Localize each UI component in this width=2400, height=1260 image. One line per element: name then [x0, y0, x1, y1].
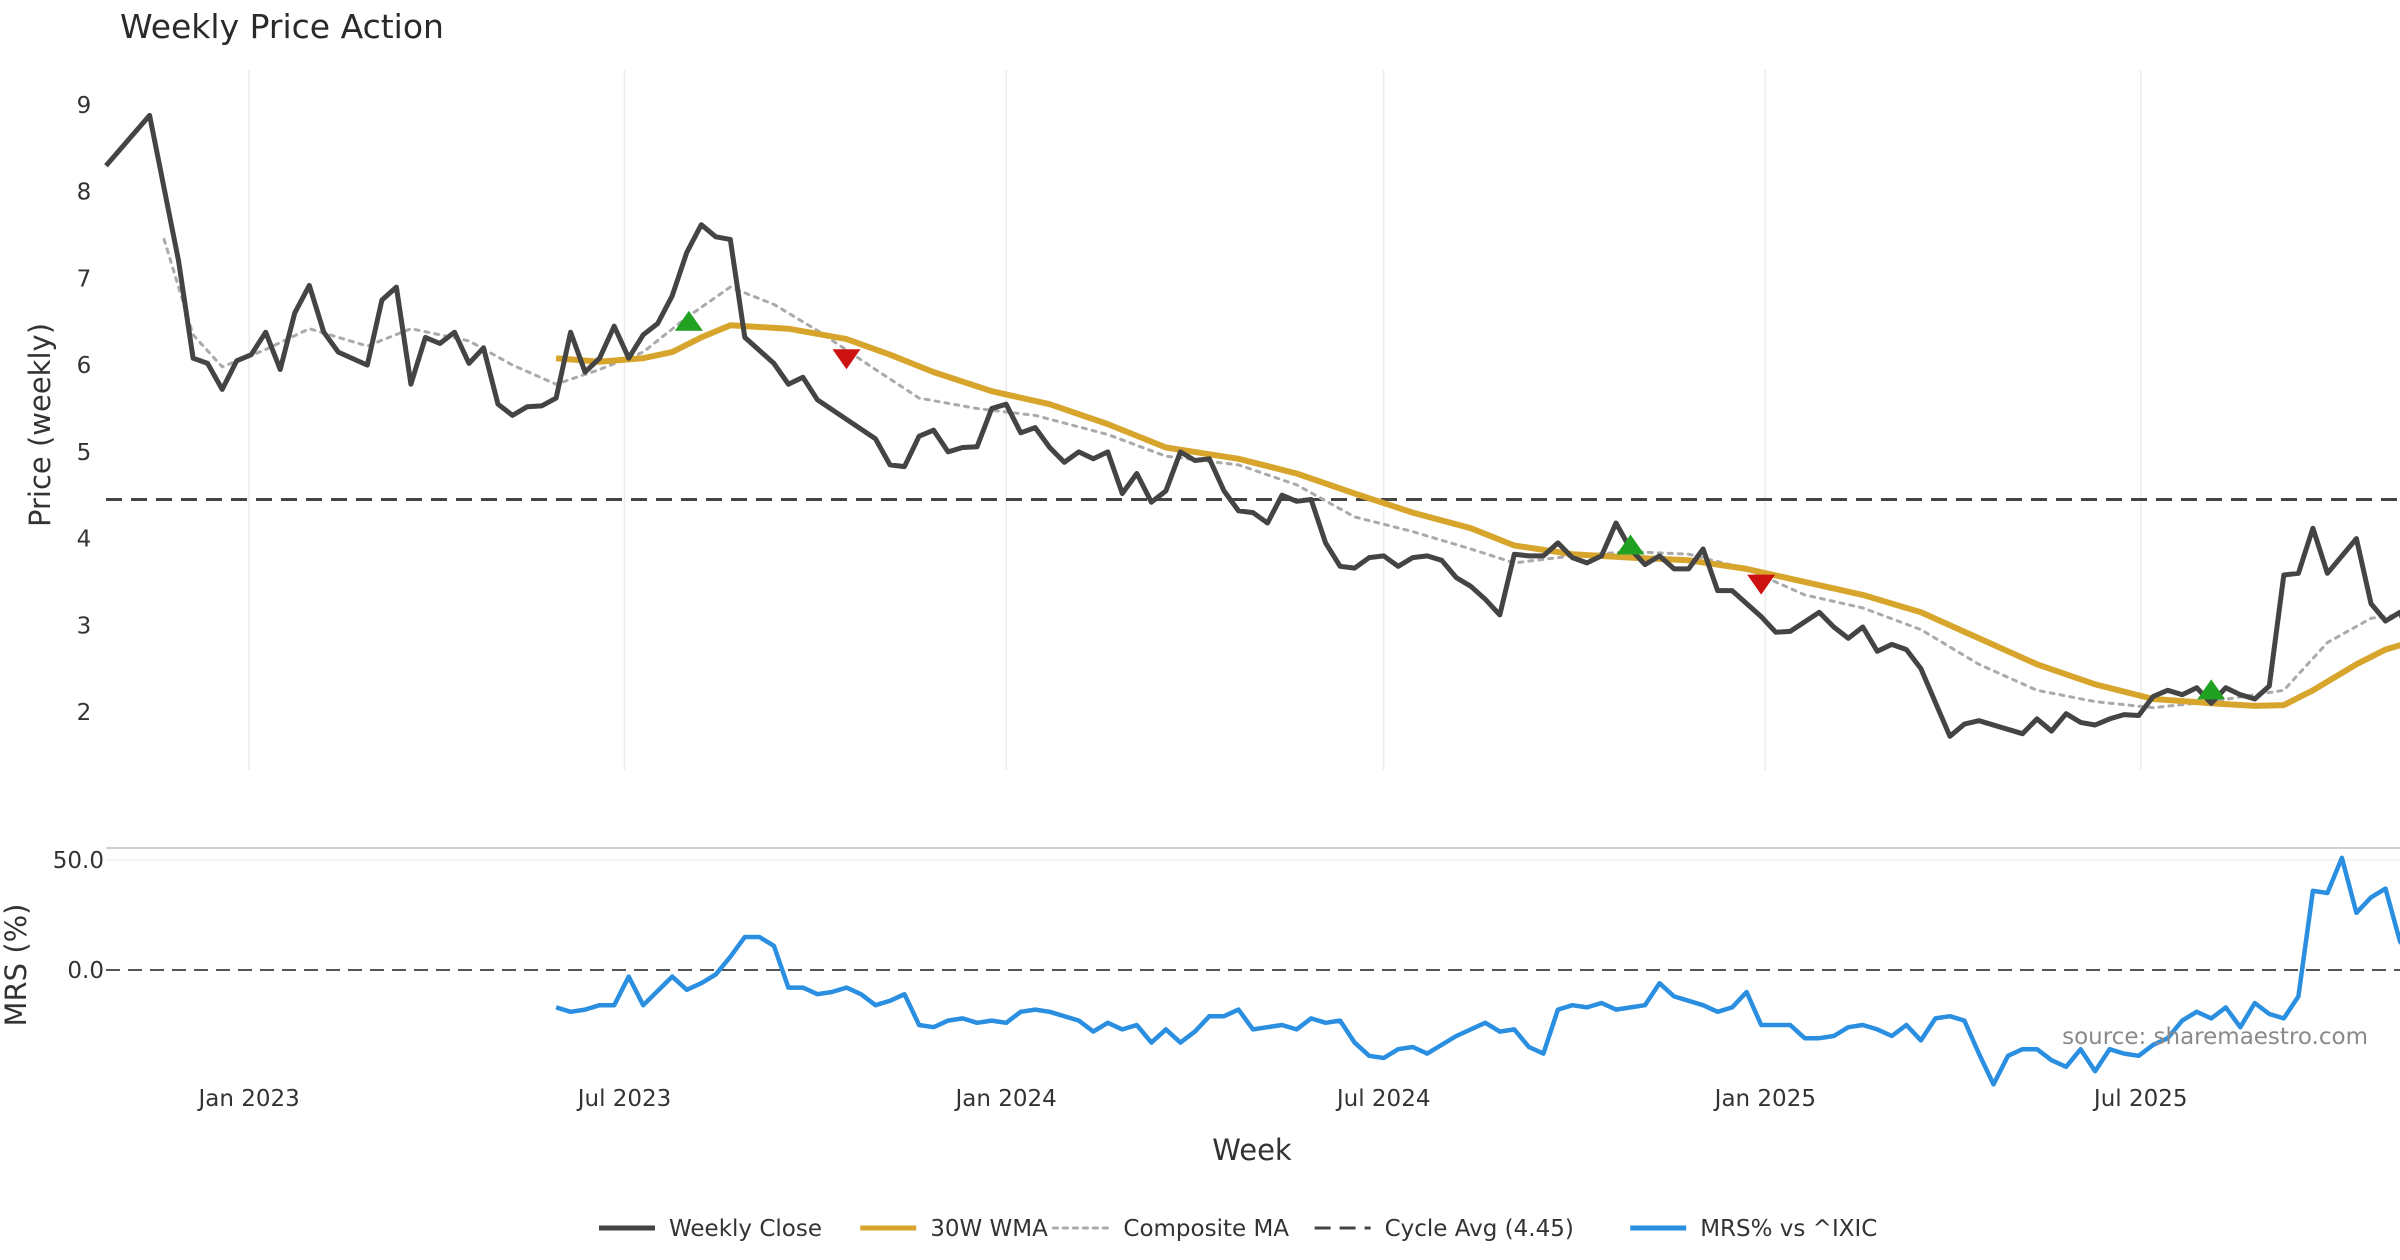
signal-sell-1 — [832, 349, 861, 370]
price-y-tick-1: 3 — [77, 613, 92, 639]
legend-label-2: Composite MA — [1123, 1216, 1289, 1242]
legend: Weekly Close 30W WMA Composite MA Cycle Avg… — [599, 1216, 1877, 1242]
signal-buy-0 — [674, 310, 703, 331]
price-y-tick-7: 9 — [77, 93, 92, 119]
legend-label-3: Cycle Avg (4.45) — [1385, 1216, 1574, 1242]
grid-layer — [106, 70, 2400, 861]
legend-item-1: 30W WMA — [860, 1216, 1048, 1242]
x-tick-label-1: Jul 2023 — [576, 1086, 672, 1112]
price-y-axis-label: Price (weekly) — [23, 323, 57, 527]
source-label: source: sharemaestro.com — [2062, 1024, 2368, 1050]
price-y-tick-3: 5 — [77, 440, 92, 466]
series-30w-wma — [555, 322, 2400, 709]
signal-sell-3 — [1747, 574, 1776, 595]
series-mrs-vs-ixic — [555, 855, 2400, 1087]
price-y-tick-0: 2 — [77, 700, 92, 726]
legend-item-3: Cycle Avg (4.45) — [1314, 1216, 1574, 1242]
signal-buy-2 — [1616, 534, 1645, 555]
price-y-tick-6: 8 — [77, 180, 92, 206]
x-tick-label-0: Jan 2023 — [196, 1086, 299, 1112]
mrs-y-tick-1: 0.0 — [67, 958, 104, 984]
legend-label-0: Weekly Close — [669, 1216, 822, 1242]
signal-markers — [674, 310, 2226, 700]
legend-item-4: MRS% vs ^IXIC — [1630, 1216, 1877, 1242]
series-weekly-close — [104, 112, 2400, 739]
x-tick-label-4: Jan 2025 — [1713, 1086, 1816, 1112]
legend-label-4: MRS% vs ^IXIC — [1700, 1216, 1877, 1242]
price-y-tick-4: 6 — [77, 353, 92, 379]
reference-lines — [106, 498, 2400, 971]
price-y-tick-2: 4 — [77, 527, 92, 553]
x-tick-label-5: Jul 2025 — [2092, 1086, 2188, 1112]
price-y-tick-5: 7 — [77, 266, 92, 292]
x-tick-label-2: Jan 2024 — [954, 1086, 1057, 1112]
legend-item-2: Composite MA — [1051, 1216, 1289, 1242]
mrs-y-tick-0: 50.0 — [53, 848, 104, 874]
x-tick-label-3: Jul 2024 — [1335, 1086, 1431, 1112]
series-layer — [104, 112, 2400, 1087]
legend-label-1: 30W WMA — [930, 1216, 1048, 1242]
signal-buy-4 — [2197, 679, 2226, 700]
x-axis-label: Week — [1212, 1133, 1292, 1167]
chart-title: Weekly Price Action — [120, 7, 444, 46]
series-composite-ma — [162, 237, 2400, 710]
tick-labels: Jan 2023 Jul 2023 Jan 2024 Jul 2024 Jan 2025… — [53, 93, 2188, 1112]
mrs-y-axis-label: MRS (%) — [0, 904, 33, 1027]
legend-item-0: Weekly Close — [599, 1216, 822, 1242]
